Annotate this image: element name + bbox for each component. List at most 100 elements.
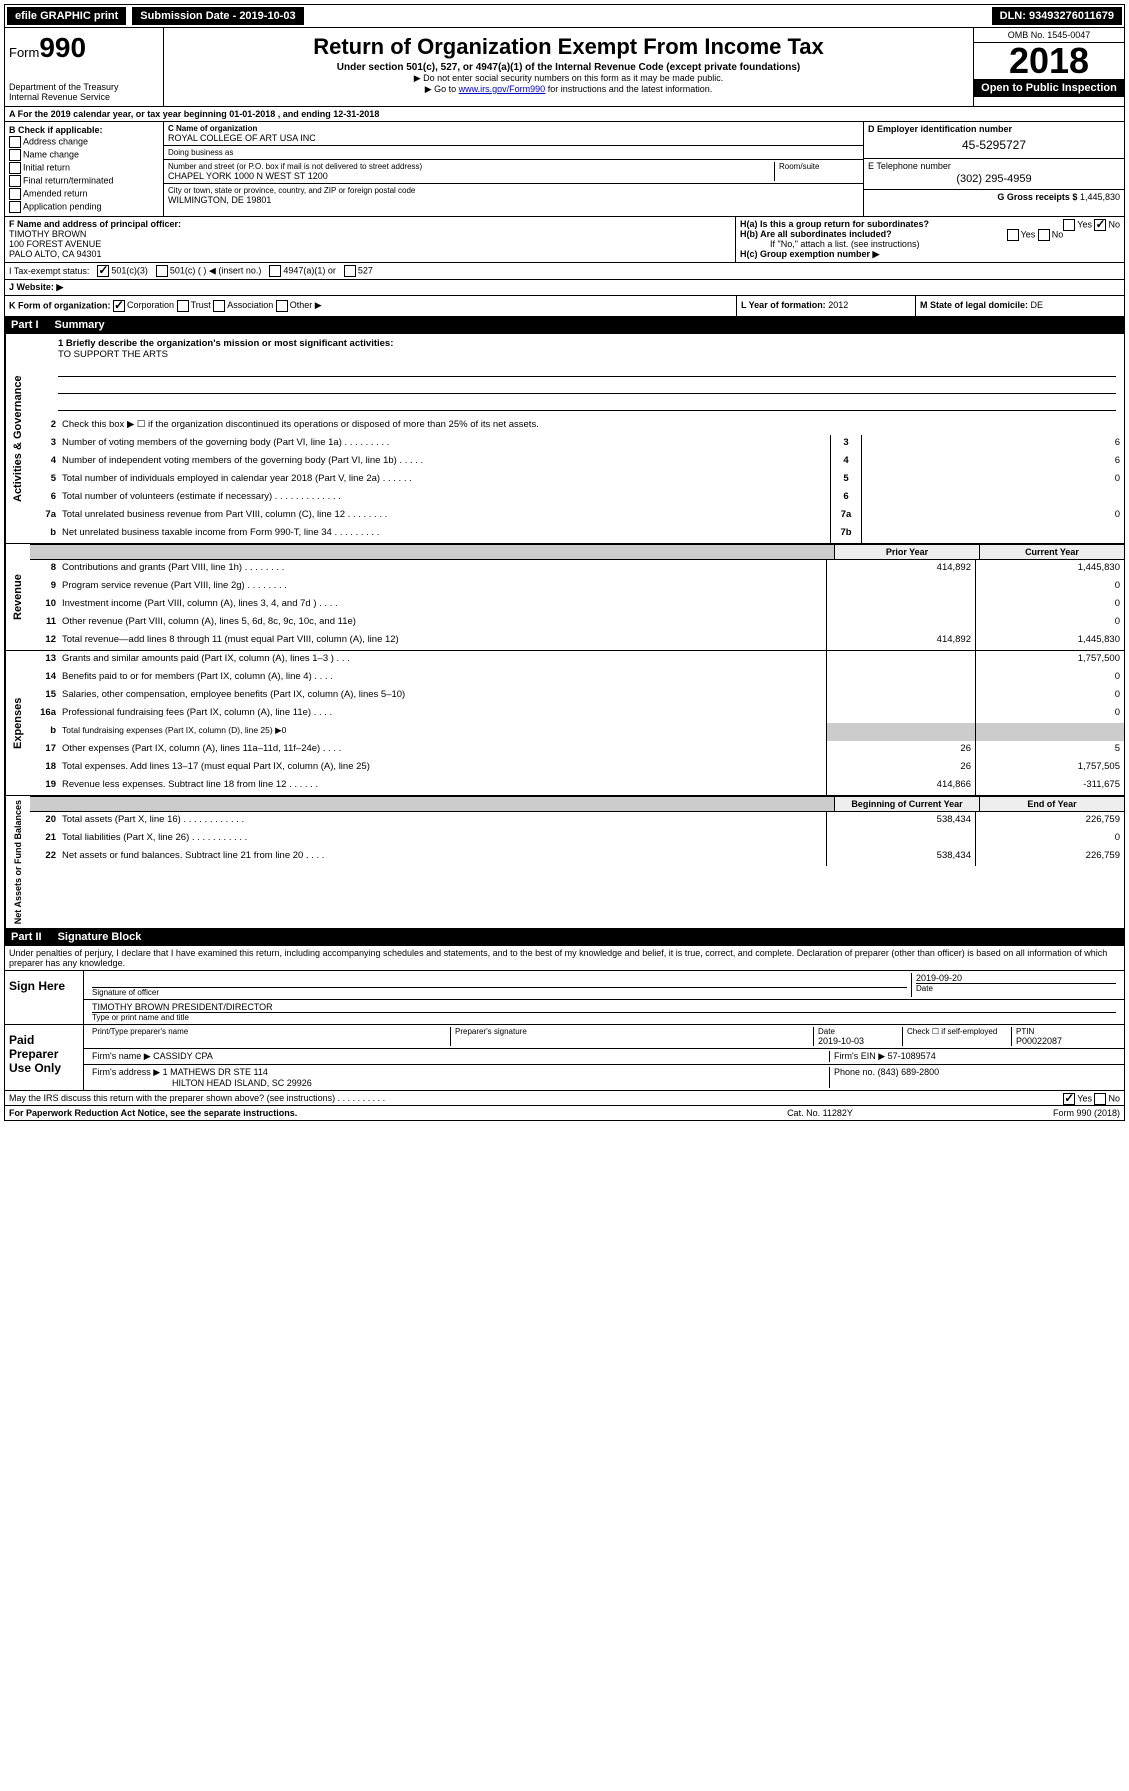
ein: 45-5295727 xyxy=(868,134,1120,156)
governance-section: Activities & Governance 1 Briefly descri… xyxy=(4,334,1125,544)
line-12: 12Total revenue—add lines 8 through 11 (… xyxy=(30,632,1124,650)
row-a-tax-year: A For the 2019 calendar year, or tax yea… xyxy=(4,107,1125,122)
dln-label: DLN: 93493276011679 xyxy=(992,7,1122,25)
section-bcd: B Check if applicable: Address change Na… xyxy=(4,122,1125,217)
form-header: Form990 Department of the Treasury Inter… xyxy=(4,28,1125,107)
line-11: 11Other revenue (Part VIII, column (A), … xyxy=(30,614,1124,632)
form-title: Return of Organization Exempt From Incom… xyxy=(168,34,969,60)
line-10: 10Investment income (Part VIII, column (… xyxy=(30,596,1124,614)
org-address: CHAPEL YORK 1000 N WEST ST 1200 xyxy=(168,171,774,181)
line-21: 21Total liabilities (Part X, line 26) . … xyxy=(30,830,1124,848)
prep-date: 2019-10-03 xyxy=(818,1036,898,1046)
firm-addr1: 1 MATHEWS DR STE 114 xyxy=(163,1067,268,1077)
cb-501c3[interactable]: 501(c)(3) xyxy=(97,265,148,277)
signature-block: Under penalties of perjury, I declare th… xyxy=(4,946,1125,1106)
line-17: 17Other expenses (Part IX, column (A), l… xyxy=(30,741,1124,759)
sig-date: 2019-09-20 xyxy=(916,973,1116,983)
h-a: H(a) Is this a group return for subordin… xyxy=(740,219,1120,229)
officer-print-name: TIMOTHY BROWN PRESIDENT/DIRECTOR xyxy=(92,1002,1116,1012)
line-19: 19Revenue less expenses. Subtract line 1… xyxy=(30,777,1124,795)
dept-treasury: Department of the Treasury Internal Reve… xyxy=(9,82,159,102)
discuss-no[interactable] xyxy=(1094,1093,1106,1105)
ptin: P00022087 xyxy=(1016,1036,1116,1046)
cb-501c[interactable]: 501(c) ( ) ◀ (insert no.) xyxy=(156,265,261,277)
header-subtitle-1: Under section 501(c), 527, or 4947(a)(1)… xyxy=(168,62,969,73)
col-prior-year: Prior Year xyxy=(834,544,979,560)
efile-button[interactable]: efile GRAPHIC print xyxy=(7,7,126,25)
side-governance: Activities & Governance xyxy=(5,334,30,543)
col-end: End of Year xyxy=(979,796,1124,812)
line-8: 8Contributions and grants (Part VIII, li… xyxy=(30,560,1124,578)
h-c: H(c) Group exemption number ▶ xyxy=(740,249,1120,260)
org-name: ROYAL COLLEGE OF ART USA INC xyxy=(168,133,859,143)
cb-name-change[interactable]: Name change xyxy=(9,149,159,161)
cb-assoc[interactable]: Association xyxy=(213,300,273,310)
line-22: 22Net assets or fund balances. Subtract … xyxy=(30,848,1124,866)
line-18: 18Total expenses. Add lines 13–17 (must … xyxy=(30,759,1124,777)
cb-corp[interactable]: Corporation xyxy=(113,300,174,310)
firm-ein: 57-1089574 xyxy=(888,1051,936,1061)
firm-addr2: HILTON HEAD ISLAND, SC 29926 xyxy=(92,1078,312,1088)
gov-line-2: 2Check this box ▶ ☐ if the organization … xyxy=(30,417,1124,435)
gov-line-6: 6Total number of volunteers (estimate if… xyxy=(30,489,1124,507)
gov-line-4: 4Number of independent voting members of… xyxy=(30,453,1124,471)
line-13: 13Grants and similar amounts paid (Part … xyxy=(30,651,1124,669)
cb-address-change[interactable]: Address change xyxy=(9,136,159,148)
phone: (302) 295-4959 xyxy=(868,171,1120,187)
row-k: K Form of organization: Corporation Trus… xyxy=(4,296,1125,317)
line-9: 9Program service revenue (Part VIII, lin… xyxy=(30,578,1124,596)
top-bar: efile GRAPHIC print Submission Date - 20… xyxy=(4,4,1125,28)
officer-addr2: PALO ALTO, CA 94301 xyxy=(9,249,731,259)
net-assets-section: Net Assets or Fund Balances Beginning of… xyxy=(4,796,1125,929)
tax-year: 2018 xyxy=(974,43,1124,79)
discuss-row: May the IRS discuss this return with the… xyxy=(5,1090,1124,1105)
revenue-section: Revenue Prior Year Current Year 8Contrib… xyxy=(4,544,1125,651)
col-beginning: Beginning of Current Year xyxy=(834,796,979,812)
line-15: 15Salaries, other compensation, employee… xyxy=(30,687,1124,705)
cb-527[interactable]: 527 xyxy=(344,265,373,277)
officer-addr1: 100 FOREST AVENUE xyxy=(9,239,731,249)
side-revenue: Revenue xyxy=(5,544,30,650)
gov-line-5: 5Total number of individuals employed in… xyxy=(30,471,1124,489)
gov-line-3: 3Number of voting members of the governi… xyxy=(30,435,1124,453)
state-domicile: DE xyxy=(1031,300,1044,310)
page-footer: For Paperwork Reduction Act Notice, see … xyxy=(4,1106,1125,1121)
sign-here-label: Sign Here xyxy=(5,971,84,1024)
cb-application-pending[interactable]: Application pending xyxy=(9,201,159,213)
row-j: J Website: ▶ xyxy=(4,280,1125,296)
line-14: 14Benefits paid to or for members (Part … xyxy=(30,669,1124,687)
part-2-header: Part IISignature Block xyxy=(4,929,1125,946)
col-c-org-info: C Name of organization ROYAL COLLEGE OF … xyxy=(164,122,863,216)
col-b-checkboxes: B Check if applicable: Address change Na… xyxy=(5,122,164,216)
mission-text: TO SUPPORT THE ARTS xyxy=(58,349,1116,360)
header-subtitle-2: ▶ Do not enter social security numbers o… xyxy=(168,73,969,84)
discuss-yes[interactable] xyxy=(1063,1093,1075,1105)
col-d-ein: D Employer identification number 45-5295… xyxy=(863,122,1124,216)
open-public-badge: Open to Public Inspection xyxy=(974,79,1124,97)
header-subtitle-3: ▶ Go to www.irs.gov/Form990 for instruct… xyxy=(168,84,969,95)
cb-other[interactable]: Other ▶ xyxy=(276,300,322,310)
gov-line-7a: 7aTotal unrelated business revenue from … xyxy=(30,507,1124,525)
side-net-assets: Net Assets or Fund Balances xyxy=(5,796,30,928)
expenses-section: Expenses 13Grants and similar amounts pa… xyxy=(4,651,1125,796)
line-b: bTotal fundraising expenses (Part IX, co… xyxy=(30,723,1124,741)
cb-final-return[interactable]: Final return/terminated xyxy=(9,175,159,187)
cb-amended[interactable]: Amended return xyxy=(9,188,159,200)
submission-date: Submission Date - 2019-10-03 xyxy=(132,7,303,25)
row-fh: F Name and address of principal officer:… xyxy=(4,217,1125,263)
col-current-year: Current Year xyxy=(979,544,1124,560)
cb-initial-return[interactable]: Initial return xyxy=(9,162,159,174)
part-1-header: Part ISummary xyxy=(4,317,1125,334)
cb-trust[interactable]: Trust xyxy=(177,300,211,310)
org-city: WILMINGTON, DE 19801 xyxy=(168,195,859,205)
gov-line-b: bNet unrelated business taxable income f… xyxy=(30,525,1124,543)
perjury-declaration: Under penalties of perjury, I declare th… xyxy=(5,946,1124,971)
irs-link[interactable]: www.irs.gov/Form990 xyxy=(459,84,546,94)
line-20: 20Total assets (Part X, line 16) . . . .… xyxy=(30,812,1124,830)
firm-phone: (843) 689-2800 xyxy=(878,1067,940,1077)
gross-receipts: 1,445,830 xyxy=(1080,192,1120,202)
cb-4947[interactable]: 4947(a)(1) or xyxy=(269,265,336,277)
side-expenses: Expenses xyxy=(5,651,30,795)
form-number: Form990 xyxy=(9,32,159,64)
firm-name: CASSIDY CPA xyxy=(153,1051,213,1061)
